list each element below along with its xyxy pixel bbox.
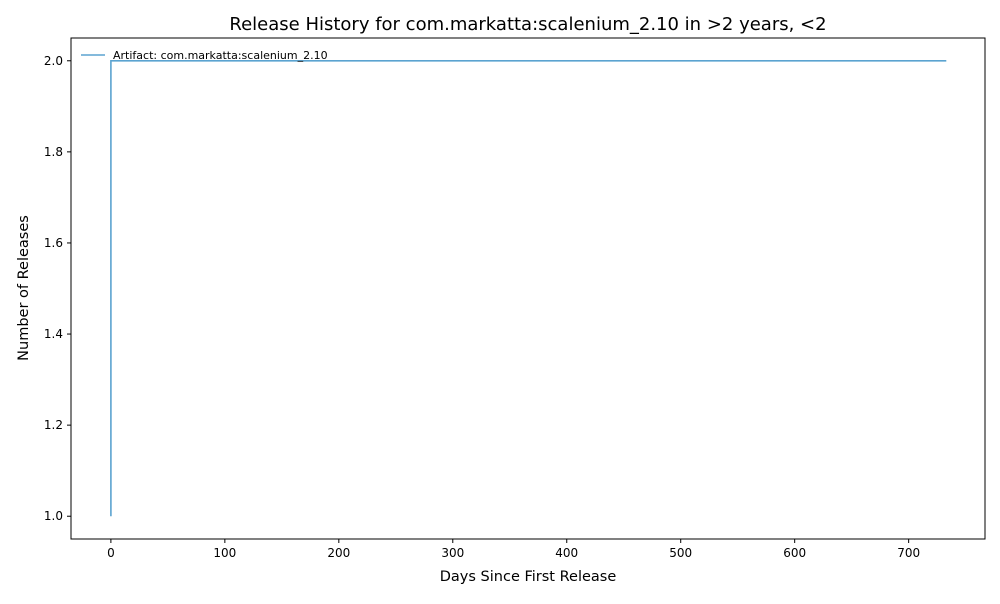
x-tick-label: 300 [441,546,464,560]
x-tick-label: 100 [213,546,236,560]
x-tick-label: 600 [783,546,806,560]
x-axis-label: Days Since First Release [440,569,617,585]
y-tick-label: 1.4 [44,327,63,341]
y-axis-ticks: 1.0 1.2 1.4 1.6 1.8 2.0 [44,54,71,523]
y-tick-label: 1.2 [44,418,63,432]
series-line-0 [110,59,947,517]
legend: Artifact: com.markatta:scalenium_2.10 [81,49,328,62]
x-tick-label: 200 [327,546,350,560]
x-tick-label: 500 [669,546,692,560]
x-axis-ticks: 0 100 200 300 400 500 600 700 [107,539,920,560]
y-tick-label: 1.8 [44,145,63,159]
plot-frame [70,37,986,540]
series-layer [110,59,947,517]
x-tick-label: 400 [555,546,578,560]
chart-title: Release History for com.markatta:scaleni… [229,14,826,35]
legend-entry-label: Artifact: com.markatta:scalenium_2.10 [113,49,328,62]
y-tick-label: 1.6 [44,236,63,250]
y-tick-label: 1.0 [44,509,63,523]
y-axis-label: Number of Releases [16,215,32,361]
x-tick-label: 0 [107,546,115,560]
y-tick-label: 2.0 [44,54,63,68]
x-tick-label: 700 [897,546,920,560]
